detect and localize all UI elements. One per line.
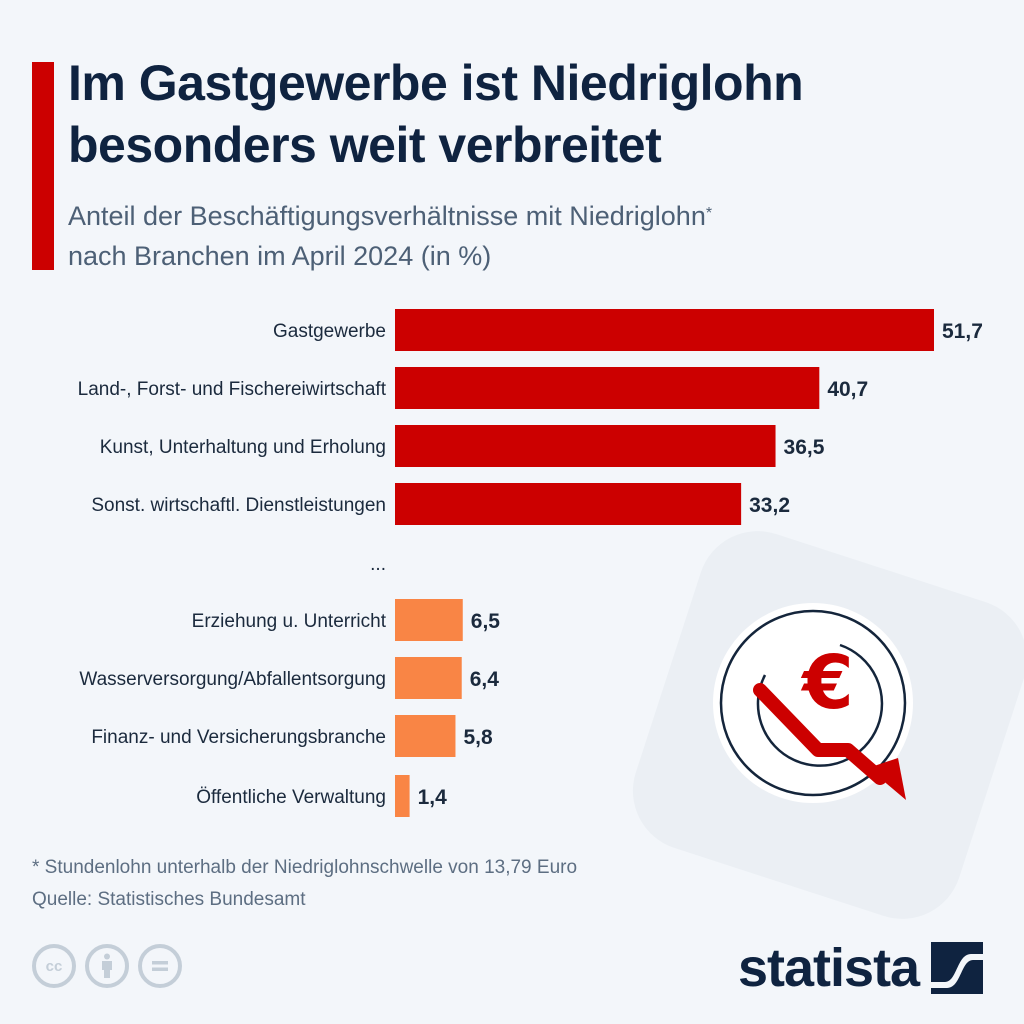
- value-label: 33,2: [749, 494, 790, 517]
- license-icons: cc: [32, 944, 182, 988]
- footnote-text: * Stundenlohn unterhalb der Niedriglohns…: [32, 857, 578, 878]
- category-label: Erziehung u. Unterricht: [192, 611, 387, 632]
- source-text: Quelle: Statistisches Bundesamt: [32, 889, 306, 910]
- chart-subtitle: Anteil der Beschäftigungsverhältnisse mi…: [68, 196, 1008, 276]
- category-label: Land-, Forst- und Fischereiwirtschaft: [78, 379, 387, 400]
- person-glyph: [102, 953, 112, 978]
- footnotes: * Stundenlohn unterhalb der Niedriglohns…: [32, 852, 577, 916]
- value-label: 36,5: [784, 436, 825, 459]
- equals-glyph: [152, 961, 168, 971]
- statista-logo-icon: [931, 942, 984, 994]
- category-label: Finanz- und Versicherungsbranche: [91, 727, 386, 748]
- subtitle-footnote-marker: *: [705, 205, 713, 222]
- euro-decline-icon: €: [713, 603, 913, 803]
- category-label: Wasserversorgung/Abfallentsorgung: [79, 669, 386, 690]
- no-derivatives-icon[interactable]: [138, 944, 182, 988]
- gap-ellipsis: ...: [370, 554, 386, 575]
- statista-logo[interactable]: statista: [738, 938, 984, 998]
- value-label: 6,5: [471, 610, 501, 633]
- category-label: Sonst. wirtschaftl. Dienstleistungen: [91, 495, 386, 516]
- attribution-icon[interactable]: [85, 944, 129, 988]
- bar[interactable]: [395, 599, 463, 641]
- subtitle-line-2: nach Branchen im April 2024 (in %): [68, 241, 492, 271]
- bar[interactable]: [395, 483, 742, 525]
- title-accent-bar: [32, 62, 54, 270]
- bar[interactable]: [395, 657, 462, 699]
- value-label: 5,8: [463, 726, 493, 749]
- category-label: Kunst, Unterhaltung und Erholung: [100, 437, 386, 458]
- value-label: 40,7: [827, 378, 868, 401]
- chart-title: Im Gastgewerbe ist Niedriglohn besonders…: [68, 55, 804, 173]
- bar[interactable]: [395, 775, 410, 817]
- creative-commons-icon[interactable]: cc: [32, 944, 76, 988]
- value-label: 51,7: [942, 320, 983, 343]
- value-label: 1,4: [418, 786, 448, 809]
- subtitle-line-1: Anteil der Beschäftigungsverhältnisse mi…: [68, 201, 706, 231]
- logo-wordmark: statista: [738, 938, 920, 998]
- bar[interactable]: [395, 367, 820, 409]
- category-label: Gastgewerbe: [273, 321, 386, 342]
- bar[interactable]: [395, 309, 934, 351]
- bar[interactable]: [395, 425, 776, 467]
- svg-text:€: €: [800, 640, 854, 726]
- bar[interactable]: [395, 715, 456, 757]
- value-label: 6,4: [470, 668, 500, 691]
- category-label: Öffentliche Verwaltung: [196, 787, 386, 808]
